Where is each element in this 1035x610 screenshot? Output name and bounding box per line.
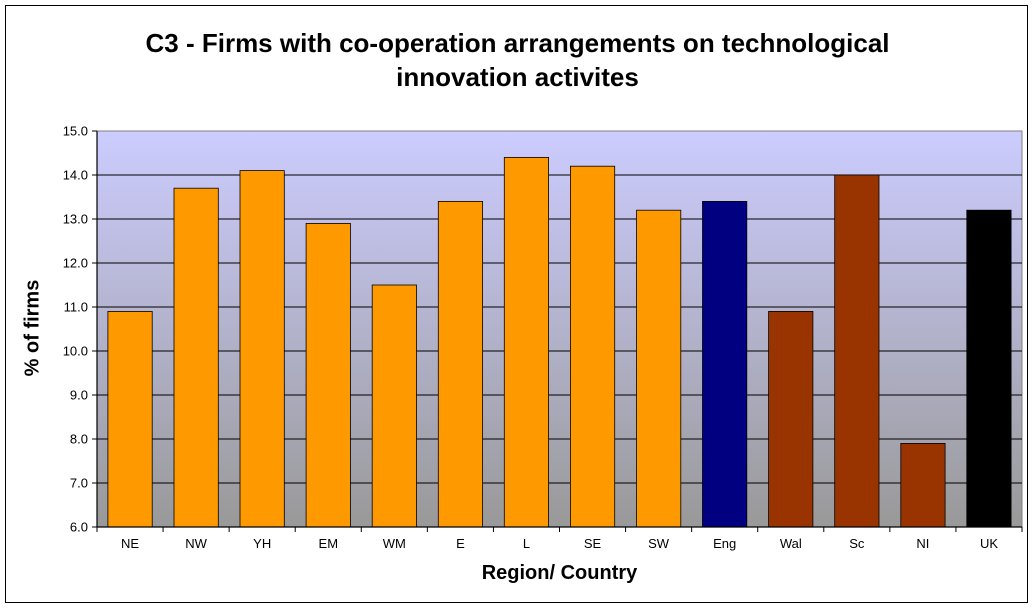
x-tick-label: E	[456, 536, 465, 551]
bars	[107, 156, 1012, 528]
plot-area	[96, 130, 1023, 528]
x-tick-label: EM	[319, 536, 339, 551]
y-tick-labels: 6.0 7.0 8.0 9.0 10.0 11.0 12.0 13.0 14.0 15.0	[63, 124, 88, 535]
y-tick-label: 8.0	[70, 432, 88, 447]
bar-wal	[768, 310, 814, 528]
y-tick-label: 11.0	[64, 300, 88, 315]
x-tick-label: NI	[916, 536, 929, 551]
y-tick-label: 6.0	[70, 520, 88, 535]
bar-e	[437, 200, 483, 528]
chart-title-line-1: C3 - Firms with co-operation arrangement…	[145, 28, 890, 58]
chart-title: C3 - Firms with co-operation arrangement…	[0, 26, 1035, 94]
x-tick-labels: NE NW YH EM WM E L SE SW Eng Wal Sc NI UK	[121, 536, 998, 551]
x-tick-label: NE	[121, 536, 139, 551]
x-tick-label: SW	[648, 536, 670, 551]
bar-wm	[371, 284, 417, 528]
bar-yh	[239, 170, 285, 528]
chart-title-line-2: innovation activites	[396, 62, 639, 92]
x-tick-label: NW	[185, 536, 207, 551]
bar-l	[503, 156, 549, 528]
y-tick-label: 10.0	[63, 344, 88, 359]
x-tick-label: SE	[584, 536, 602, 551]
y-tick-label: 9.0	[70, 388, 88, 403]
bar-ne	[107, 310, 153, 528]
x-tick-label: Wal	[780, 536, 802, 551]
x-tick-label: WM	[383, 536, 406, 551]
bar-nw	[173, 187, 219, 528]
x-tick-label: YH	[253, 536, 271, 551]
axes	[92, 130, 1023, 532]
bar-ni	[900, 442, 946, 528]
y-tick-label: 15.0	[63, 124, 88, 139]
y-tick-label: 14.0	[63, 168, 88, 183]
x-tick-label: L	[523, 536, 530, 551]
y-tick-label: 13.0	[63, 212, 88, 227]
x-tick-label: UK	[980, 536, 998, 551]
bar-sw	[636, 209, 682, 528]
x-tick-label: Eng	[713, 536, 736, 551]
x-tick-label: Sc	[849, 536, 865, 551]
x-axis-label: Region/ Country	[481, 562, 638, 584]
bar-se	[570, 165, 616, 528]
y-tick-label: 12.0	[63, 256, 88, 271]
bar-sc	[834, 174, 880, 528]
bar-uk	[966, 209, 1012, 528]
bar-eng	[702, 200, 748, 528]
y-tick-label: 7.0	[70, 476, 88, 491]
bar-em	[305, 222, 351, 528]
